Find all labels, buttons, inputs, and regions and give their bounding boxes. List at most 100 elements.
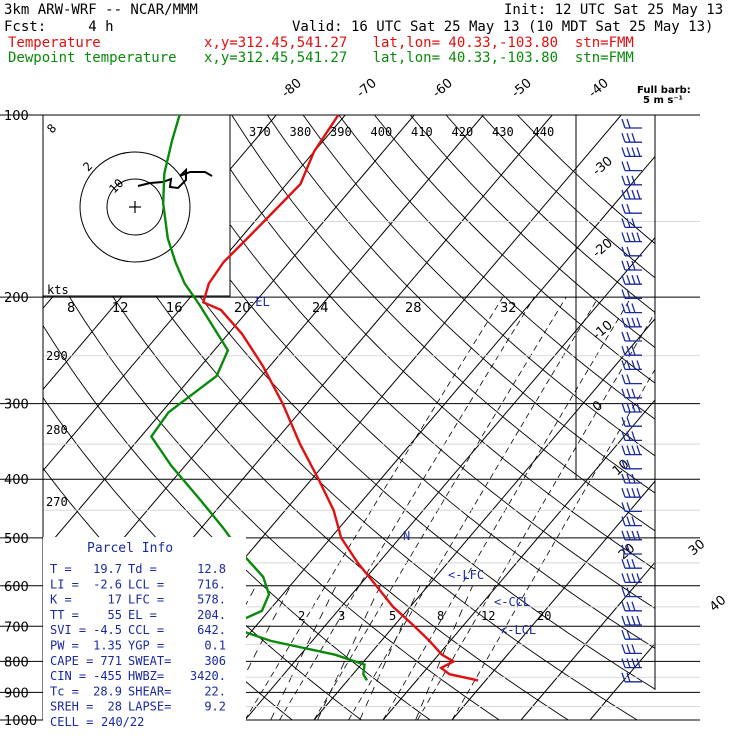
hodograph-speed-label: 32 — [500, 301, 517, 316]
parcel-info-key: PW = — [50, 639, 79, 653]
hodograph-speed-label: 28 — [405, 301, 422, 316]
wind-barb-flag — [626, 672, 631, 683]
parcel-info-value: 642. — [197, 623, 226, 637]
wind-barb-flag — [621, 132, 626, 143]
parcel-info-value: 240/22 — [101, 715, 144, 729]
parcel-info-value: 3420. — [190, 669, 226, 683]
pressure-tick-label: 300 — [4, 398, 29, 413]
wind-barb-flag — [631, 345, 636, 356]
wind-barb-flag — [626, 246, 631, 257]
wind-barb-flag — [626, 629, 631, 640]
hodograph-trace — [137, 167, 213, 190]
wind-barb-flag — [626, 260, 631, 271]
wind-barb-flag — [626, 147, 631, 157]
wind-barb-flag — [631, 303, 636, 313]
wind-barb-flag — [626, 132, 631, 143]
wind-barb-flag — [631, 388, 636, 399]
dry-adiabat — [231, 115, 655, 532]
wind-barb-flag — [626, 274, 631, 285]
wind-barb-flag — [626, 459, 631, 470]
wind-barb-flag — [631, 473, 636, 484]
wind-barb-flag — [621, 459, 626, 470]
wind-barb-flag — [621, 573, 626, 583]
wind-barb-flag — [631, 573, 636, 583]
parcel-info-key: LFC = — [128, 593, 164, 607]
moist-adiabat — [382, 296, 632, 721]
temperature-tick-label: 0 — [590, 398, 606, 415]
wind-barb-flag — [621, 218, 626, 228]
wind-barb-flag — [636, 615, 641, 626]
theta-inset-label: 290 — [46, 349, 68, 363]
dewpoint-trace — [149, 114, 369, 682]
wind-barb-flag — [626, 431, 631, 441]
wind-barb-flag — [626, 317, 631, 328]
wind-barb-flag — [626, 303, 631, 313]
isotherm-line — [451, 480, 655, 721]
temperature-tick-label: -20 — [590, 236, 616, 261]
wind-barb-flag — [626, 416, 631, 427]
moist-adiabat — [313, 296, 567, 721]
parcel-info-key: CCL = — [128, 623, 164, 637]
temperature-tick-label: -70 — [354, 76, 380, 101]
wind-barb-flag — [636, 360, 641, 370]
parcel-info-value: 716. — [197, 577, 226, 591]
wind-barb-flag — [621, 473, 626, 484]
level-marker: -EL — [248, 295, 270, 309]
legend-dewpoint-info: x,y=312.45,541.27 lat,lon= 40.33,-103.80… — [204, 50, 634, 66]
parcel-info-key: CELL = — [50, 715, 93, 729]
init-time: Init: 12 UTC Sat 25 May 13 — [504, 2, 723, 18]
wind-barb-flag — [626, 473, 631, 484]
wind-barb-flag — [621, 601, 626, 612]
level-marker: <-LCL — [500, 623, 536, 637]
wind-barb-flag — [621, 530, 626, 541]
wind-barb-flag — [626, 587, 631, 597]
theta-tick-label: 390 — [330, 125, 352, 139]
wind-barb-flag — [621, 658, 626, 668]
parcel-info-key: LCL = — [128, 577, 164, 591]
wind-barb-flag — [631, 644, 636, 654]
temperature-tick-label: -40 — [586, 76, 612, 101]
wind-barb-flag — [631, 260, 636, 271]
moist-adiabat — [279, 296, 535, 721]
wind-barb-flag — [636, 232, 641, 242]
wind-barb-flag — [621, 232, 626, 242]
mixing-ratio-tick-label: 20 — [537, 609, 551, 623]
wind-barb-flag — [636, 573, 641, 583]
mixing-ratio-tick-label: 12 — [481, 609, 495, 623]
wind-barb-flag — [631, 360, 636, 370]
header: 3km ARW-WRF -- NCAR/MMM Init: 12 UTC Sat… — [4, 2, 723, 106]
forecast-hour: Fcst: 4 h — [4, 19, 114, 35]
wind-barb-flag — [631, 487, 636, 498]
hodograph-box — [42, 114, 231, 297]
wind-barb-flag — [621, 587, 626, 597]
theta-tick-label: 420 — [452, 125, 474, 139]
wind-barb-flag — [621, 672, 626, 683]
mixing-ratio-line — [317, 585, 381, 721]
parcel-info-key: Td = — [128, 562, 157, 576]
wind-barb-flag — [636, 530, 641, 541]
wind-barb-flag — [621, 544, 626, 555]
sounding-traces — [149, 114, 479, 682]
temperature-tick-label: -80 — [279, 76, 305, 101]
theta-inset-label: 270 — [46, 495, 68, 509]
parcel-info-key: TT = — [50, 608, 79, 622]
wind-barb-flag — [626, 289, 631, 299]
wind-barb-flag — [621, 431, 626, 441]
wind-barb-flag — [626, 175, 631, 186]
level-marker: <-CCL — [494, 595, 530, 609]
parcel-info-key: K = — [50, 593, 72, 607]
parcel-info-value: 204. — [197, 608, 226, 622]
wind-barb-flag — [621, 416, 626, 427]
barb-note-line2: 5 m s⁻¹ — [643, 95, 683, 106]
isotherm-line — [382, 399, 655, 721]
wind-barb-flag — [631, 558, 636, 569]
mixing-ratio-tick-label: 5 — [389, 609, 396, 623]
hodograph-speed-label: 24 — [312, 301, 329, 316]
parcel-info-value: 55 — [108, 608, 122, 622]
wind-barb-flag — [626, 388, 631, 399]
mixing-ratio-line — [415, 585, 473, 721]
parcel-info-value: 1.35 — [93, 639, 122, 653]
parcel-info-key: SREH = — [50, 700, 93, 714]
isotherm-line — [175, 155, 655, 721]
wind-barb-flag — [626, 203, 631, 214]
